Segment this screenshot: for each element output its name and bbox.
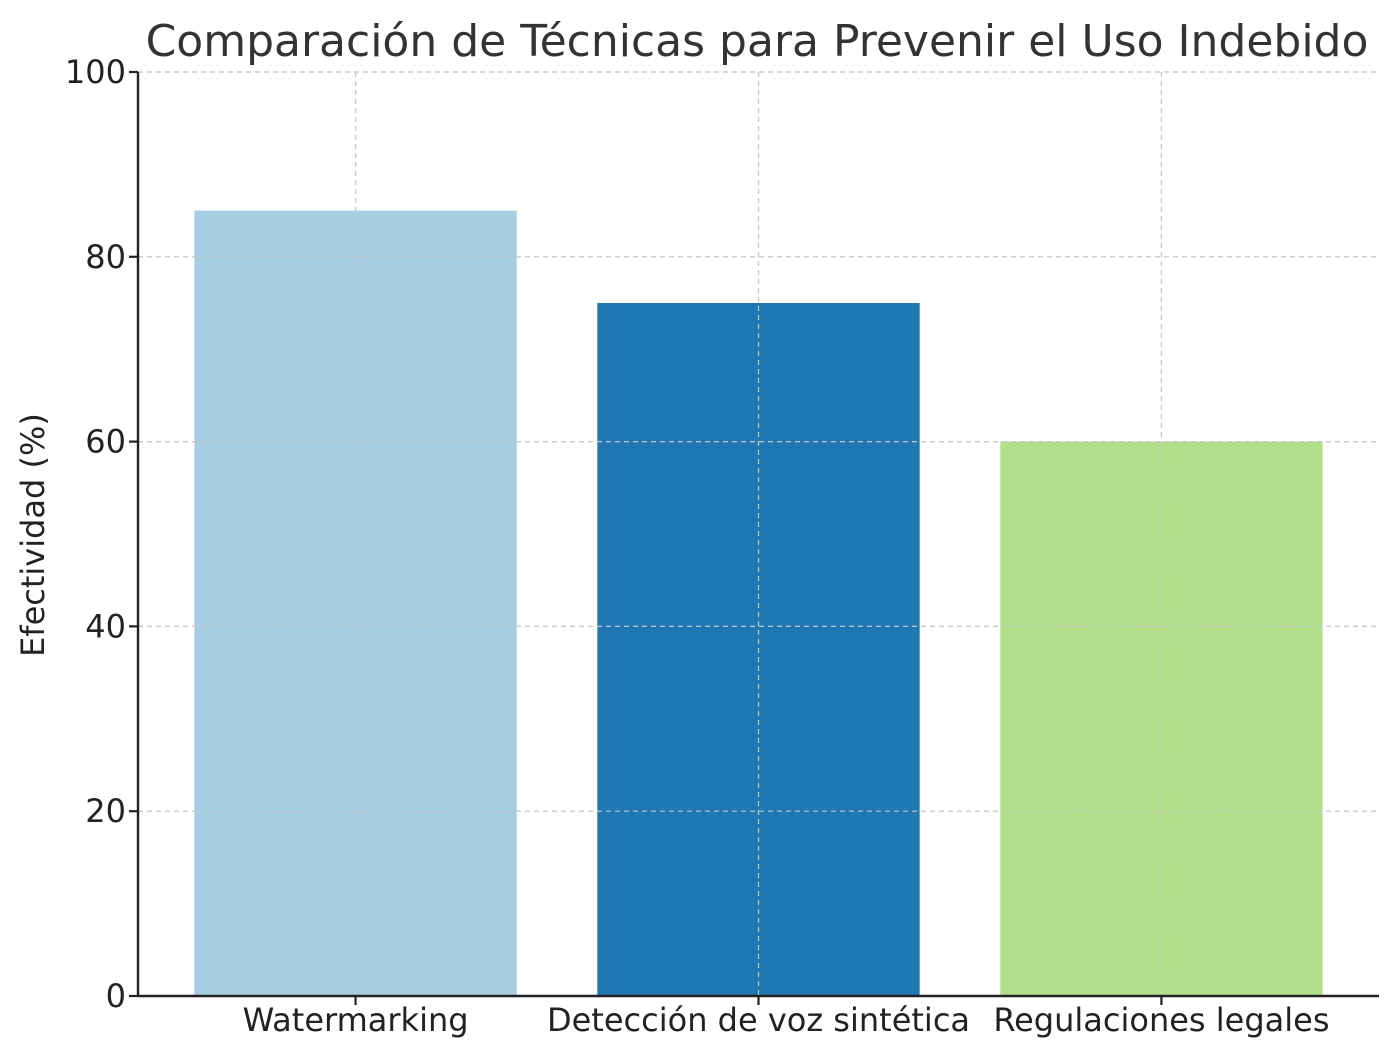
chart-title: Comparación de Técnicas para Prevenir el… (146, 16, 1369, 67)
y-tick-label: 60 (85, 423, 126, 461)
x-tick-label: Regulaciones legales (993, 1001, 1329, 1039)
x-tick-label: Detección de voz sintética (547, 1001, 970, 1039)
y-tick-label: 100 (65, 53, 126, 91)
bars (138, 72, 1379, 996)
x-tick-label: Watermarking (243, 1001, 469, 1039)
y-axis-label: Efectividad (%) (14, 413, 52, 657)
y-tick-label: 0 (106, 977, 126, 1015)
y-tick-label: 80 (85, 238, 126, 276)
y-tick-label: 20 (85, 792, 126, 830)
y-tick-label: 40 (85, 607, 126, 645)
